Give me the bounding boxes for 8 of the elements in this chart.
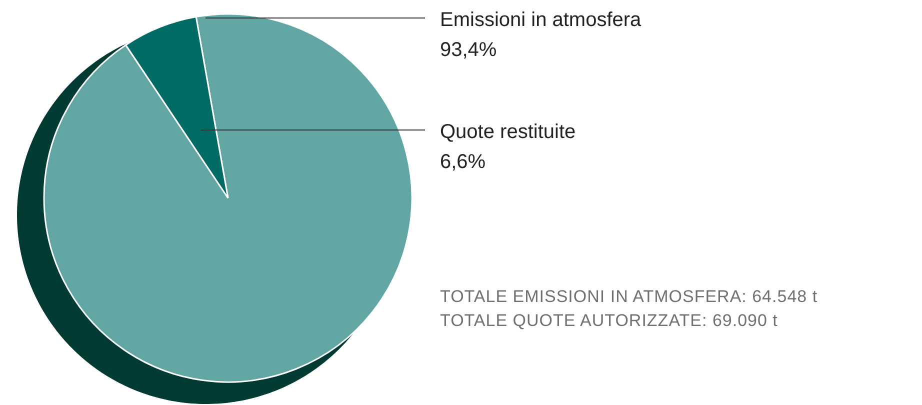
- slice-label: Emissioni in atmosfera: [440, 9, 642, 31]
- data-label: 6,6%: [440, 151, 486, 173]
- text: TOTALE EMISSIONI IN ATMOSFERA: 64.548 t: [440, 287, 818, 306]
- data-label: 93,4%: [440, 39, 497, 61]
- pie-slice: [125, 16, 229, 199]
- slice-label: Quote restituite: [440, 121, 576, 143]
- text: TOTALE QUOTE AUTORIZZATE: 69.090 t: [440, 311, 778, 330]
- pie-slice: [43, 13, 413, 383]
